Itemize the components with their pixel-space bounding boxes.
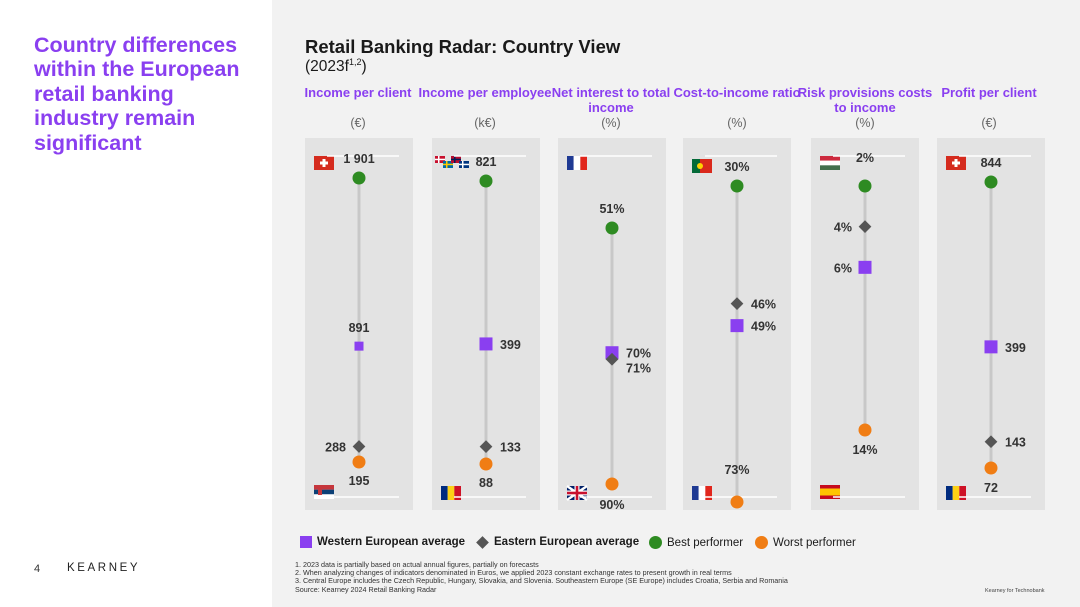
footnote-2: 2. When analyzing changes of indicators … — [295, 568, 732, 578]
subtitle-sup: 1,2 — [348, 56, 362, 67]
spain-flag-icon — [820, 485, 840, 499]
france-flag-icon — [567, 156, 587, 170]
eastern-marker-2 — [479, 440, 493, 453]
western-label-4: 49% — [751, 320, 776, 334]
footnote-3: 3. Central Europe includes the Czech Rep… — [295, 576, 788, 586]
brand-logo: KEARNEY — [67, 562, 141, 574]
column-header-income-per-client: Income per client — [304, 85, 412, 100]
legend-western: Western European average — [300, 536, 465, 548]
switzerland-flag-icon — [946, 156, 966, 170]
best-label-2: 821 — [476, 155, 497, 169]
worst-marker-5 — [858, 423, 872, 437]
worst-marker-4 — [730, 495, 744, 509]
western-marker-1 — [354, 341, 364, 351]
france-flag-icon — [692, 486, 712, 500]
headline: Country differences within the European … — [34, 33, 240, 155]
chart-subtitle: (2023f1,2) — [305, 56, 367, 76]
best-marker-1 — [352, 171, 366, 185]
legend-western-square-icon — [300, 536, 312, 548]
credit: Kearney for Technobank — [985, 588, 1045, 594]
footnotes: 1. 2023 data is partially based on actua… — [295, 560, 788, 594]
western-label-1: 891 — [349, 321, 370, 335]
legend-worst-dot-icon — [755, 536, 768, 549]
western-marker-5 — [858, 260, 872, 274]
best-label-3: 51% — [599, 202, 624, 216]
uk-flag-icon — [566, 484, 588, 502]
western-label-2: 399 — [500, 338, 521, 352]
worst-label-3: 90% — [599, 498, 624, 512]
column-unit-cost-to-income: (%) — [727, 116, 747, 130]
column-header-cost-to-income: Cost-to-income ratio — [673, 85, 801, 100]
legend-worst-label: Worst performer — [773, 536, 856, 549]
eastern-label-3: 71% — [626, 361, 651, 375]
hungary-flag-icon — [820, 156, 840, 170]
worst-label-1: 195 — [349, 474, 370, 488]
western-label-6: 399 — [1005, 341, 1026, 355]
worst-label-5: 14% — [852, 443, 877, 457]
western-label-5: 6% — [834, 261, 852, 275]
best-marker-4 — [730, 179, 744, 193]
worst-label-6: 72 — [984, 481, 998, 495]
chart-title: Retail Banking Radar: Country View — [305, 36, 621, 57]
western-marker-3 — [605, 346, 619, 360]
western-marker-6 — [984, 340, 998, 354]
portugal-flag-icon — [692, 159, 712, 173]
footnote-source: Source: Kearney 2024 Retail Banking Rada… — [295, 584, 437, 594]
best-label-4: 30% — [724, 160, 749, 174]
legend-eastern-diamond-icon — [476, 535, 489, 549]
left-panel: Country differences within the European … — [0, 0, 272, 607]
column-unit-income-per-client: (€) — [350, 116, 366, 130]
eastern-label-4: 46% — [751, 298, 776, 312]
best-label-1: 1 901 — [343, 152, 374, 166]
legend-best-label: Best performer — [667, 536, 744, 549]
worst-label-4: 73% — [724, 463, 749, 477]
legend-worst: Worst performer — [755, 536, 856, 549]
column-header-risk-provisions: Risk provisions costs to income — [797, 85, 933, 115]
legend-eastern-label: Eastern European average — [494, 536, 640, 548]
column-unit-profit-per-client: (€) — [981, 116, 997, 130]
best-label-6: 844 — [981, 156, 1002, 170]
column-header-profit-per-client: Profit per client — [941, 85, 1037, 100]
worst-label-2: 88 — [479, 476, 493, 490]
worst-marker-6 — [984, 461, 998, 475]
eastern-label-2: 133 — [500, 441, 521, 455]
subtitle-end: ) — [361, 58, 367, 75]
eastern-marker-1 — [352, 440, 366, 453]
western-label-3: 70% — [626, 347, 651, 361]
eastern-label-5: 4% — [834, 221, 852, 235]
switzerland-flag-icon — [314, 156, 334, 170]
eastern-label-1: 288 — [325, 441, 346, 455]
footnote-1: 1. 2023 data is partially based on actua… — [295, 560, 539, 569]
legend-eastern: Eastern European average — [476, 535, 640, 549]
worst-marker-3 — [605, 477, 619, 491]
legend-best: Best performer — [649, 536, 743, 549]
worst-marker-1 — [352, 455, 366, 469]
western-marker-4 — [730, 319, 744, 333]
best-marker-6 — [984, 175, 998, 189]
column-header-income-per-employee: Income per employee — [418, 85, 552, 100]
best-marker-5 — [858, 179, 872, 193]
western-marker-2 — [479, 337, 493, 351]
romania-flag-icon — [441, 486, 461, 500]
romania-flag-icon — [946, 486, 966, 500]
page-number: 4 — [34, 563, 41, 575]
best-label-5: 2% — [856, 151, 874, 165]
legend-western-label: Western European average — [317, 536, 466, 548]
best-marker-3 — [605, 221, 619, 235]
column-unit-income-per-employee: (k€) — [474, 116, 496, 130]
subtitle-main: (2023f — [305, 58, 349, 75]
eastern-label-6: 143 — [1005, 436, 1026, 450]
best-marker-2 — [479, 174, 493, 188]
column-unit-net-interest: (%) — [601, 116, 621, 130]
serbia-flag-icon — [314, 485, 334, 499]
nordics-flag-icon — [435, 156, 469, 168]
column-unit-risk-provisions: (%) — [855, 116, 875, 130]
column-header-net-interest: Net interest to total income — [551, 85, 671, 115]
legend-best-dot-icon — [649, 536, 662, 549]
worst-marker-2 — [479, 457, 493, 471]
